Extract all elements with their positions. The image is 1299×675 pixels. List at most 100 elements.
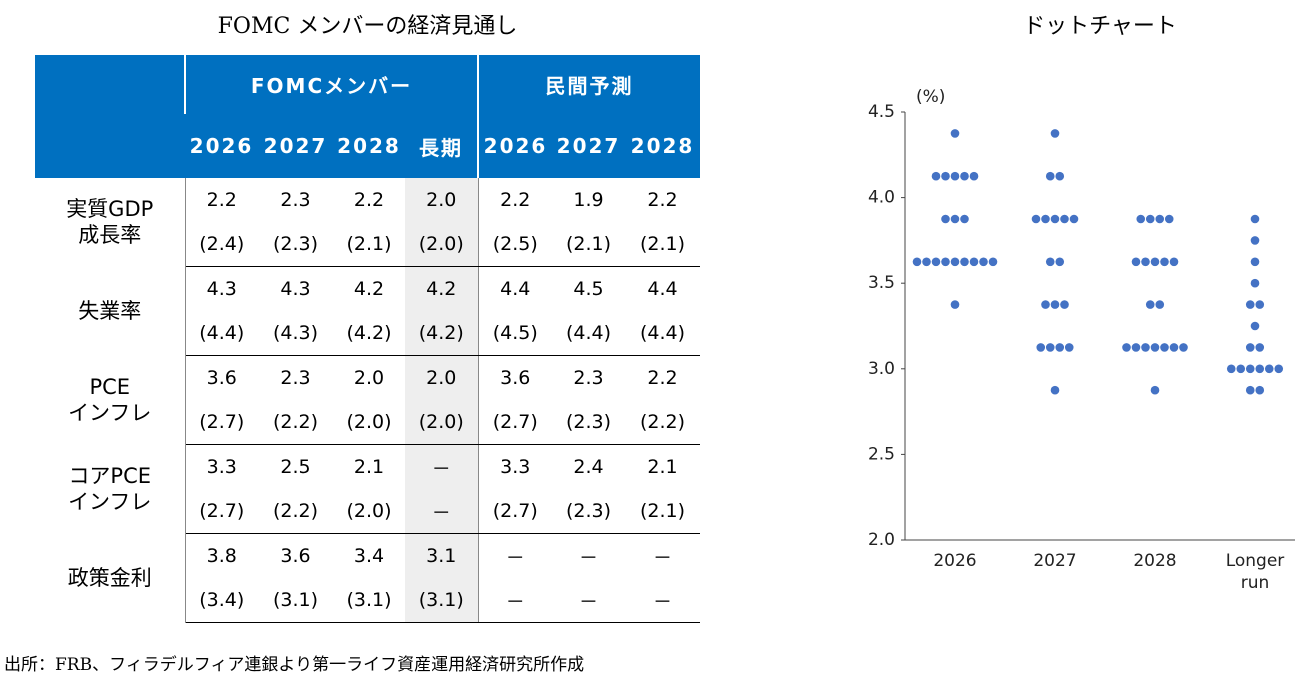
cell: (2.4) (185, 222, 258, 267)
cell: 4.3 (206, 278, 237, 300)
cell: 2.3 (573, 367, 604, 389)
cell: (3.4) (185, 578, 258, 623)
dot (941, 171, 950, 181)
y-tick-label: 3.5 (868, 273, 895, 293)
cell: (4.3) (258, 311, 333, 356)
row-label-line: インフレ (68, 401, 152, 425)
table-row: (4.4) (4.3) (4.2) (4.2) (4.5) (4.4) (4.4) (35, 311, 701, 356)
cell: 4.4 (477, 266, 552, 311)
dot (950, 300, 960, 309)
cell: (2.5) (477, 222, 552, 267)
dot (1141, 257, 1150, 267)
row-label: コアPCE インフレ (35, 444, 186, 534)
dot (969, 171, 979, 181)
cell: 2.5 (280, 456, 311, 478)
dot (931, 171, 941, 181)
cell: － (653, 546, 673, 569)
dot (941, 257, 950, 267)
dot (950, 171, 960, 181)
group-header: FOMCメンバー (184, 55, 478, 114)
cell: 3.3 (477, 444, 552, 489)
cell: 2.2 (647, 189, 678, 211)
dot (988, 257, 998, 267)
dot (1250, 257, 1260, 267)
dot (1164, 214, 1174, 224)
dot (1055, 171, 1065, 181)
cell: (2.2) (258, 489, 333, 534)
dot (1250, 321, 1260, 331)
row-label: PCE インフレ (35, 355, 186, 445)
cell: 2.3 (280, 367, 311, 389)
dot (922, 257, 931, 267)
y-tick-label: 2.0 (868, 530, 895, 550)
cell: － (625, 578, 701, 623)
cell: (3.1) (258, 578, 333, 623)
row-label-line: 政策金利 (67, 565, 152, 590)
y-tick-label: 3.0 (868, 359, 895, 379)
dot (1050, 300, 1060, 309)
cell: 2.0 (405, 355, 478, 400)
column-header: 2026 (477, 114, 552, 178)
cell: 3.6 (280, 545, 311, 567)
group-header: 民間予測 (476, 55, 701, 114)
row-label: 実質GDP 成長率 (35, 178, 186, 267)
cell: (2.2) (258, 400, 333, 445)
x-tick-label: 2028 (1133, 551, 1177, 571)
x-tick-label: 2026 (933, 551, 977, 571)
dot (1055, 257, 1065, 267)
dot (1050, 129, 1060, 138)
header-row: 2026 2027 2028 長期 2026 2027 2028 (35, 114, 701, 178)
dot (1064, 343, 1074, 352)
cell: (2.3) (258, 222, 333, 267)
table-row: 政策金利 3.8 3.6 3.4 3.1 －－－ (35, 533, 700, 623)
cell: 2.2 (206, 189, 237, 211)
dot (1155, 214, 1165, 224)
table-title: FOMC メンバーの経済見通し (217, 14, 518, 39)
table-row: (2.4) (2.3) (2.1) (2.0) (2.5) (2.1) (2.1) (35, 222, 701, 267)
cell: (2.0) (405, 400, 478, 445)
y-tick-label: 4.0 (868, 188, 895, 208)
cell: 2.0 (353, 367, 385, 389)
column-header: 2026 (185, 114, 258, 178)
cell: － (477, 533, 552, 578)
dot (979, 257, 988, 267)
dot (912, 257, 922, 267)
dot (1131, 343, 1141, 352)
cell: (2.1) (625, 222, 701, 267)
table-row: PCE インフレ 3.6 2.3 2.0 2.0 3.6 2.3 2.2 (35, 355, 700, 445)
dot (960, 171, 969, 181)
dot (1250, 236, 1260, 245)
dot (1136, 214, 1146, 224)
dot (1041, 300, 1050, 309)
cell: － (552, 578, 625, 623)
dot (931, 257, 941, 267)
dot (1255, 364, 1265, 374)
dot (950, 214, 960, 224)
dot (1264, 364, 1274, 374)
dot (1245, 300, 1255, 309)
dot (1155, 300, 1165, 309)
cell: (3.1) (405, 578, 478, 623)
cell: 4.2 (405, 266, 478, 311)
dot (1255, 343, 1265, 352)
cell: (2.7) (185, 400, 258, 445)
x-tick-label: 2027 (1033, 551, 1077, 571)
dot (1169, 343, 1179, 352)
cell: (2.2) (625, 400, 701, 445)
dot (1255, 300, 1265, 309)
cell: (3.1) (333, 578, 405, 623)
cell: 4.2 (353, 278, 385, 300)
dot (1045, 257, 1055, 267)
dot (950, 257, 960, 267)
dot (960, 257, 969, 267)
header-row: FOMCメンバー 民間予測 (35, 55, 701, 178)
cell: (4.4) (185, 311, 258, 356)
dot (1150, 257, 1160, 267)
cell: 2.3 (280, 189, 311, 211)
cell: (2.3) (552, 400, 625, 445)
cell: 3.6 (206, 367, 237, 389)
table-row: (2.7) (2.2) (2.0) － (2.7) (2.3) (2.1) (35, 489, 701, 534)
dot (1060, 300, 1069, 309)
dot (1274, 364, 1284, 374)
